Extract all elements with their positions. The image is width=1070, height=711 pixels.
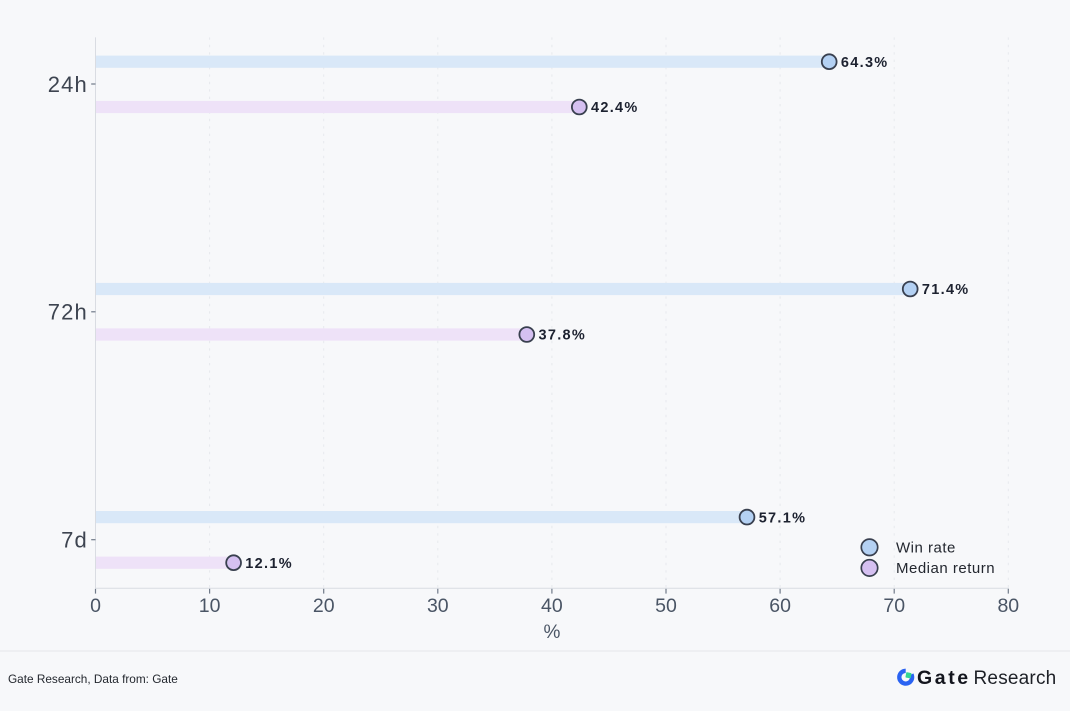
- svg-text:Median return: Median return: [896, 560, 995, 577]
- svg-text:72h: 72h: [48, 300, 88, 325]
- svg-text:7d: 7d: [61, 528, 88, 553]
- svg-text:Gate: Gate: [917, 667, 971, 689]
- svg-text:0: 0: [90, 595, 101, 617]
- svg-text:10: 10: [199, 595, 221, 617]
- svg-text:37.8%: 37.8%: [539, 328, 587, 344]
- svg-text:60: 60: [769, 595, 791, 617]
- svg-text:57.1%: 57.1%: [759, 510, 807, 526]
- svg-text:Research: Research: [974, 668, 1057, 689]
- svg-text:42.4%: 42.4%: [591, 100, 639, 116]
- svg-text:71.4%: 71.4%: [922, 282, 970, 298]
- svg-text:12.1%: 12.1%: [245, 556, 293, 572]
- svg-text:Win rate: Win rate: [896, 539, 956, 556]
- svg-text:70: 70: [883, 595, 905, 617]
- svg-text:50: 50: [655, 595, 677, 617]
- svg-text:64.3%: 64.3%: [841, 55, 889, 71]
- svg-text:24h: 24h: [48, 72, 88, 97]
- svg-text:Gate Research, Data from: Gate: Gate Research, Data from: Gate: [8, 672, 178, 686]
- svg-text:%: %: [543, 622, 560, 643]
- svg-text:30: 30: [427, 595, 449, 617]
- svg-text:40: 40: [541, 595, 563, 617]
- svg-text:20: 20: [313, 595, 335, 617]
- svg-text:80: 80: [997, 595, 1019, 617]
